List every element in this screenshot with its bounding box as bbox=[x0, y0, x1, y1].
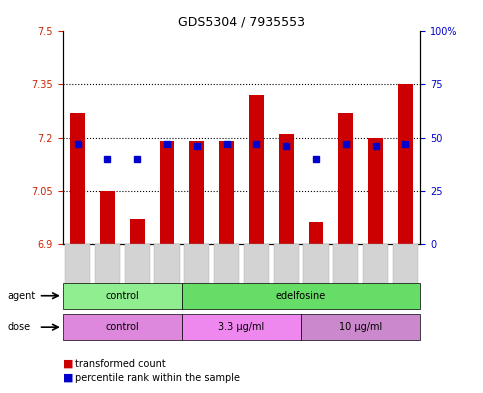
Bar bbox=[100, 191, 115, 244]
Bar bbox=[219, 141, 234, 244]
Bar bbox=[130, 219, 145, 244]
Text: 3.3 μg/ml: 3.3 μg/ml bbox=[218, 322, 265, 332]
Bar bbox=[159, 141, 174, 244]
Text: ■: ■ bbox=[63, 358, 73, 369]
Text: 10 μg/ml: 10 μg/ml bbox=[339, 322, 382, 332]
Text: GDS5304 / 7935553: GDS5304 / 7935553 bbox=[178, 16, 305, 29]
Bar bbox=[189, 141, 204, 244]
Bar bbox=[279, 134, 294, 244]
Text: control: control bbox=[105, 322, 139, 332]
Bar bbox=[70, 113, 85, 244]
Text: ■: ■ bbox=[63, 373, 73, 383]
Bar bbox=[398, 84, 413, 244]
Text: transformed count: transformed count bbox=[75, 358, 166, 369]
Text: edelfosine: edelfosine bbox=[276, 291, 326, 301]
Text: agent: agent bbox=[7, 291, 35, 301]
Text: control: control bbox=[105, 291, 139, 301]
Bar bbox=[338, 113, 353, 244]
Text: percentile rank within the sample: percentile rank within the sample bbox=[75, 373, 240, 383]
Text: dose: dose bbox=[7, 322, 30, 332]
Bar bbox=[368, 138, 383, 244]
Bar bbox=[249, 95, 264, 244]
Bar bbox=[309, 222, 324, 244]
